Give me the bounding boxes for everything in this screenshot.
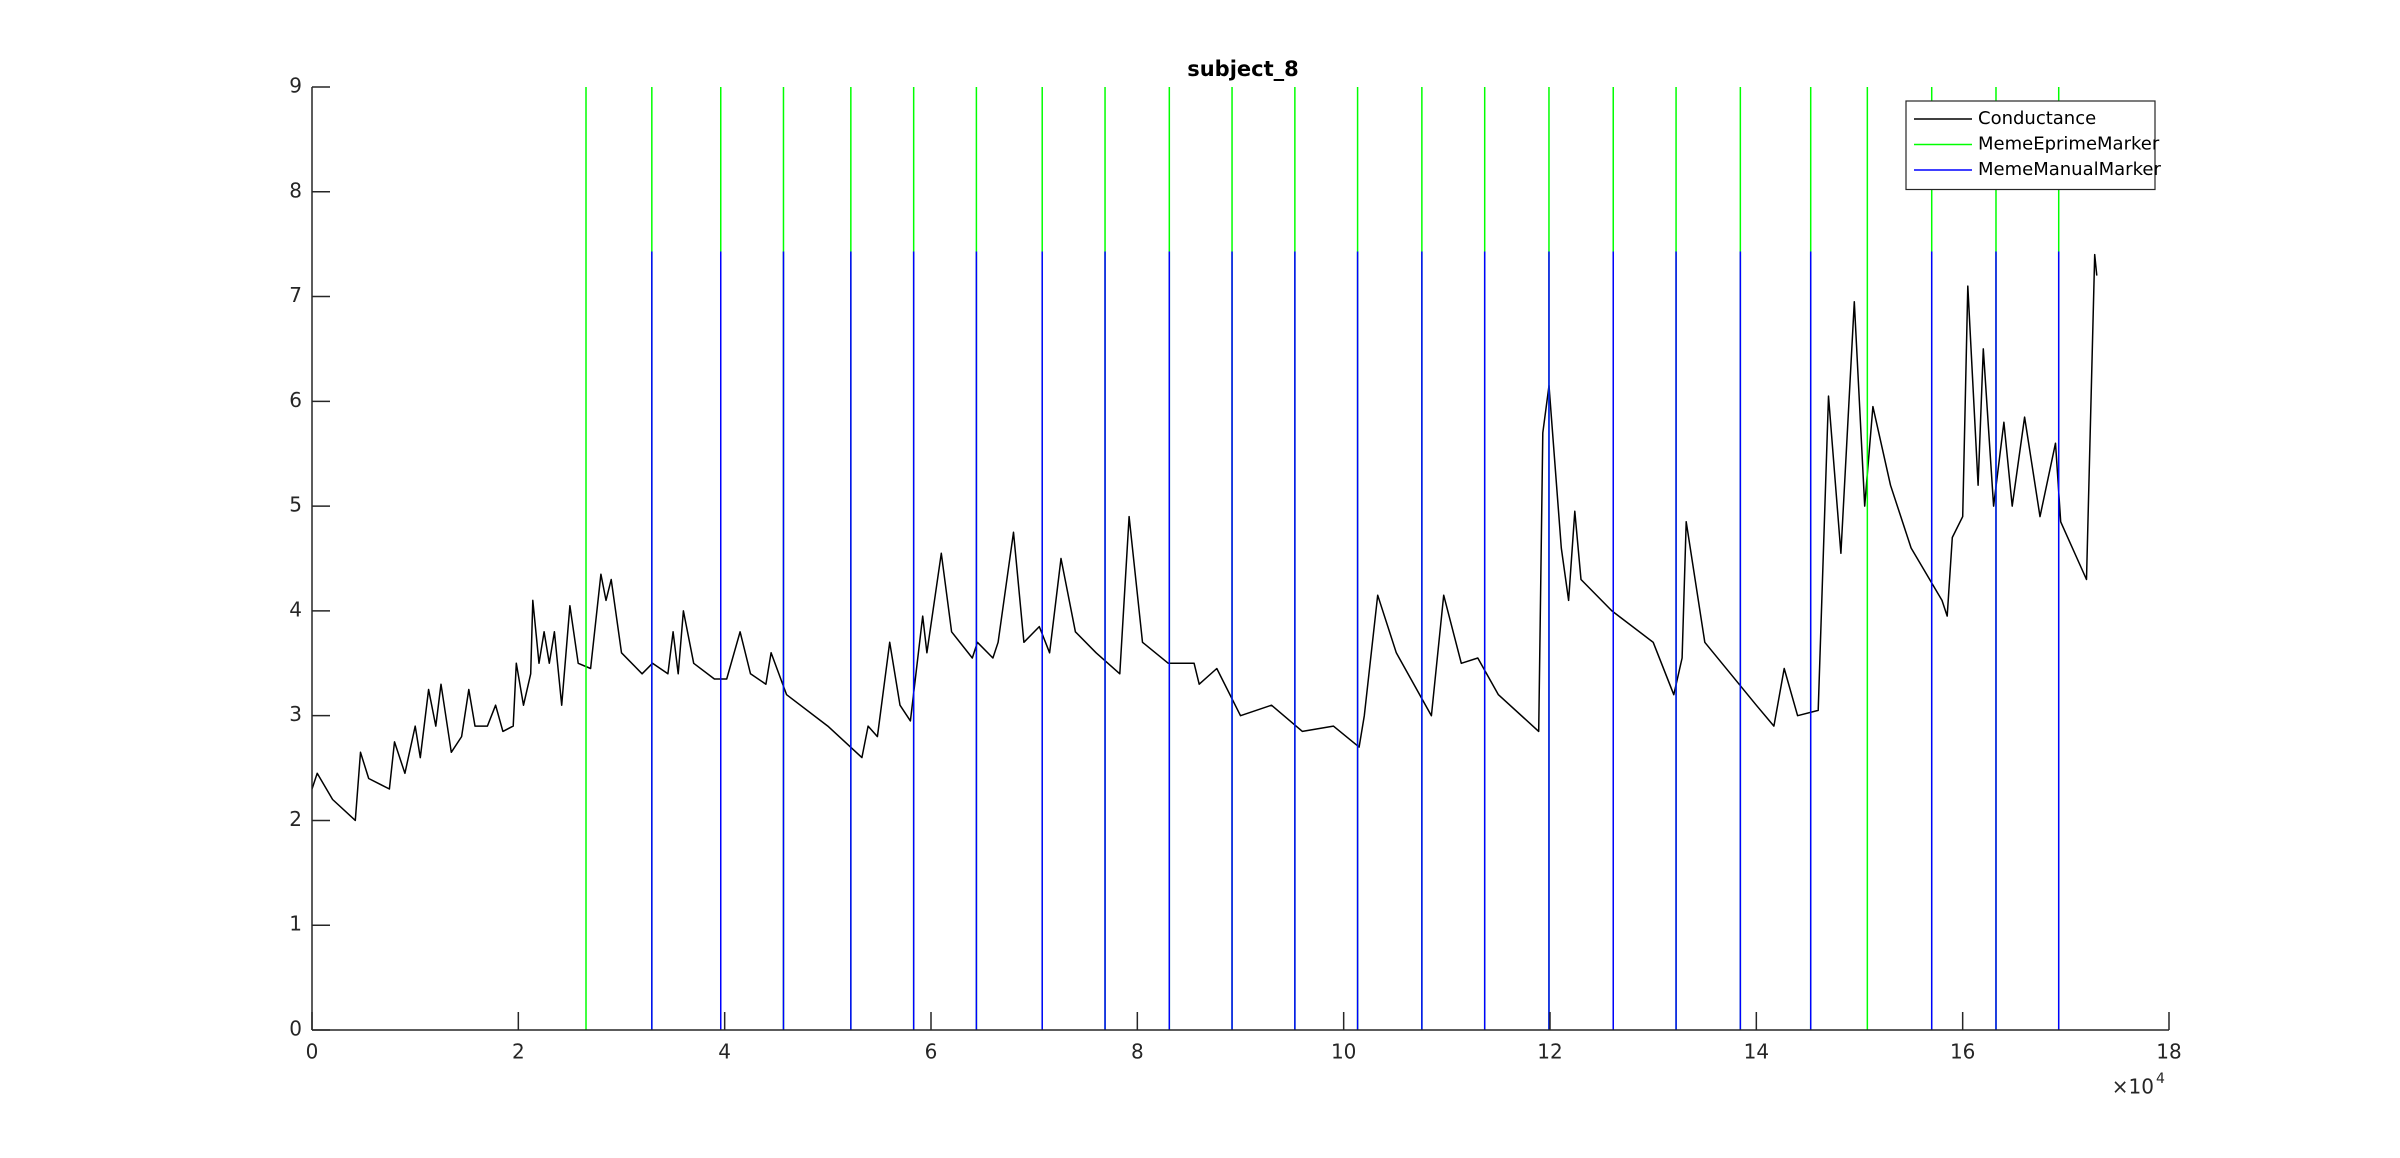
- x-tick-label: 2: [512, 1040, 525, 1064]
- x-tick-label: 16: [1950, 1040, 1975, 1064]
- chart-title: subject_8: [1187, 57, 1299, 81]
- legend-label: MemeEprimeMarker: [1978, 134, 2160, 155]
- y-tick-label: 8: [289, 178, 302, 202]
- x-tick-label: 10: [1331, 1040, 1356, 1064]
- y-tick-label: 6: [289, 388, 302, 412]
- y-tick-label: 0: [289, 1017, 302, 1041]
- legend-label: MemeManualMarker: [1978, 159, 2161, 180]
- legend-label: Conductance: [1978, 108, 2096, 129]
- x-tick-label: 4: [718, 1040, 731, 1064]
- y-tick-label: 9: [289, 74, 302, 98]
- y-tick-label: 2: [289, 807, 302, 831]
- x-tick-label: 18: [2156, 1040, 2181, 1064]
- marker-series: [651, 251, 2060, 1030]
- x-exponent-base: ×10: [2112, 1075, 2154, 1099]
- y-tick-label: 4: [289, 597, 302, 621]
- y-tick-label: 3: [289, 702, 302, 726]
- conductance-line: [312, 253, 2098, 822]
- x-exponent-power: 4: [2156, 1071, 2165, 1087]
- x-tick-label: 6: [925, 1040, 938, 1064]
- x-tick-label: 8: [1131, 1040, 1144, 1064]
- x-tick-label: 12: [1537, 1040, 1562, 1064]
- y-tick-label: 1: [289, 912, 302, 936]
- y-tick-label: 5: [289, 493, 302, 517]
- y-tick-label: 7: [289, 283, 302, 307]
- x-tick-label: 14: [1744, 1040, 1769, 1064]
- x-tick-label: 0: [306, 1040, 319, 1064]
